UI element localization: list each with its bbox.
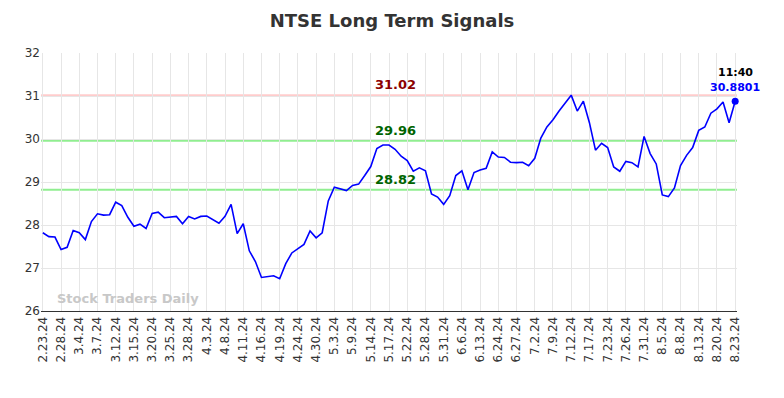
svg-text:8.5.24: 8.5.24 xyxy=(655,317,669,355)
svg-text:4.3.24: 4.3.24 xyxy=(200,317,214,355)
svg-text:4.8.24: 4.8.24 xyxy=(218,317,232,355)
svg-text:8.23.24: 8.23.24 xyxy=(728,317,742,363)
svg-text:4.11.24: 4.11.24 xyxy=(236,317,250,363)
svg-text:27: 27 xyxy=(25,261,40,275)
svg-text:6.27.24: 6.27.24 xyxy=(509,317,523,363)
svg-text:7.26.24: 7.26.24 xyxy=(619,317,633,363)
svg-text:7.12.24: 7.12.24 xyxy=(564,317,578,363)
svg-text:31: 31 xyxy=(25,89,40,103)
svg-text:5.28.24: 5.28.24 xyxy=(418,317,432,363)
svg-text:7.31.24: 7.31.24 xyxy=(637,317,651,363)
svg-text:4.19.24: 4.19.24 xyxy=(273,317,287,363)
svg-text:31.02: 31.02 xyxy=(375,77,416,92)
svg-text:5.9.24: 5.9.24 xyxy=(345,317,359,355)
svg-text:5.17.24: 5.17.24 xyxy=(382,317,396,363)
svg-text:4.24.24: 4.24.24 xyxy=(291,317,305,363)
svg-text:28: 28 xyxy=(25,218,40,232)
svg-text:29.96: 29.96 xyxy=(375,123,416,138)
svg-text:3.28.24: 3.28.24 xyxy=(181,317,195,363)
svg-text:11:40: 11:40 xyxy=(718,66,753,79)
svg-text:29: 29 xyxy=(25,175,40,189)
svg-text:NTSE Long Term Signals: NTSE Long Term Signals xyxy=(270,10,515,31)
svg-text:3.15.24: 3.15.24 xyxy=(127,317,141,363)
svg-text:5.3.24: 5.3.24 xyxy=(327,317,341,355)
svg-text:28.82: 28.82 xyxy=(375,172,416,187)
svg-text:5.22.24: 5.22.24 xyxy=(400,317,414,363)
svg-text:8.13.24: 8.13.24 xyxy=(692,317,706,363)
svg-text:4.30.24: 4.30.24 xyxy=(309,317,323,363)
svg-text:8.8.24: 8.8.24 xyxy=(673,317,687,355)
svg-text:6.6.24: 6.6.24 xyxy=(455,317,469,355)
svg-text:7.17.24: 7.17.24 xyxy=(582,317,596,363)
svg-text:3.12.24: 3.12.24 xyxy=(109,317,123,363)
svg-text:Stock Traders Daily: Stock Traders Daily xyxy=(57,291,199,306)
svg-text:6.13.24: 6.13.24 xyxy=(473,317,487,363)
svg-text:30: 30 xyxy=(25,132,40,146)
svg-text:5.14.24: 5.14.24 xyxy=(364,317,378,363)
svg-text:4.16.24: 4.16.24 xyxy=(254,317,268,363)
svg-text:26: 26 xyxy=(25,304,40,318)
svg-text:7.2.24: 7.2.24 xyxy=(528,317,542,355)
svg-text:32: 32 xyxy=(25,46,40,60)
svg-text:7.23.24: 7.23.24 xyxy=(601,317,615,363)
svg-text:3.7.24: 3.7.24 xyxy=(90,317,104,355)
svg-text:6.24.24: 6.24.24 xyxy=(491,317,505,363)
svg-text:3.20.24: 3.20.24 xyxy=(145,317,159,363)
svg-text:3.4.24: 3.4.24 xyxy=(72,317,86,355)
svg-text:7.9.24: 7.9.24 xyxy=(546,317,560,355)
svg-text:2.28.24: 2.28.24 xyxy=(54,317,68,363)
svg-text:5.31.24: 5.31.24 xyxy=(437,317,451,363)
svg-text:2.23.24: 2.23.24 xyxy=(36,317,50,363)
svg-text:8.20.24: 8.20.24 xyxy=(710,317,724,363)
svg-text:30.8801: 30.8801 xyxy=(710,81,760,94)
svg-text:3.25.24: 3.25.24 xyxy=(163,317,177,363)
